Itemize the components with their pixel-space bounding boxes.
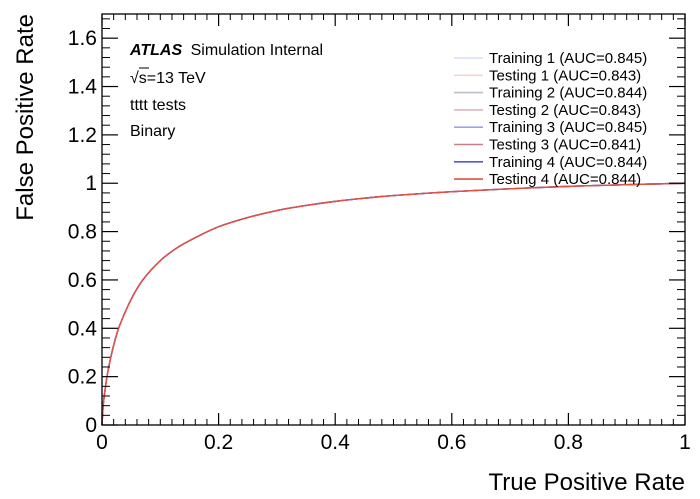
legend: Training 1 (AUC=0.845)Testing 1 (AUC=0.8… xyxy=(454,50,647,188)
y-tick-label: 0 xyxy=(85,414,97,437)
legend-entry: Testing 4 (AUC=0.844) xyxy=(489,171,641,188)
x-tick-label: 1 xyxy=(679,431,691,454)
y-tick-label: 1.6 xyxy=(68,27,97,50)
legend-entry: Training 1 (AUC=0.845) xyxy=(489,50,647,67)
energy-label-line: √s=13 TeV xyxy=(130,70,206,87)
legend-entry: Testing 2 (AUC=0.843) xyxy=(489,102,641,119)
atlas-experiment-label: ATLAS xyxy=(129,42,182,59)
energy-label: s=13 TeV xyxy=(139,70,206,87)
roc-curve-series-8 xyxy=(101,182,686,426)
y-tick-label: 0.4 xyxy=(68,317,98,340)
y-tick-label: 1.4 xyxy=(68,76,98,99)
legend-entry: Training 3 (AUC=0.845) xyxy=(489,119,647,136)
y-axis-ticks: 0 0.2 0.4 0.6 0.8 1 1.2 1.4 1.6 xyxy=(68,18,685,437)
roc-curves xyxy=(101,182,686,426)
y-tick-label: 0.8 xyxy=(68,221,97,244)
classification-label: Binary xyxy=(130,123,175,140)
atlas-label-line: ATLAS Simulation Internal xyxy=(129,42,323,59)
y-tick-label: 0.2 xyxy=(68,366,97,389)
y-tick-label: 0.6 xyxy=(68,269,97,292)
x-tick-label: 0.2 xyxy=(204,431,233,454)
atlas-annotation: ATLAS Simulation Internal √s=13 TeV tttt… xyxy=(129,42,323,140)
legend-entry: Testing 1 (AUC=0.843) xyxy=(489,67,641,84)
y-tick-label: 1.2 xyxy=(68,124,97,147)
y-axis-title: False Positive Rate xyxy=(12,14,39,221)
x-tick-label: 0.6 xyxy=(437,431,466,454)
x-axis-ticks: 0 0.2 0.4 0.6 0.8 1 xyxy=(96,14,691,454)
x-axis-title: True Positive Rate xyxy=(488,469,685,496)
x-tick-label: 0 xyxy=(96,431,108,454)
legend-entry: Testing 3 (AUC=0.841) xyxy=(489,137,641,154)
atlas-suffix-label: Simulation Internal xyxy=(191,42,324,59)
y-tick-label: 1 xyxy=(85,172,97,195)
legend-entry: Training 4 (AUC=0.844) xyxy=(489,154,647,171)
x-tick-label: 0.8 xyxy=(554,431,583,454)
sqrt-symbol: √ xyxy=(130,70,139,87)
sample-label: tttt tests xyxy=(130,97,186,114)
legend-entry: Training 2 (AUC=0.844) xyxy=(489,85,647,102)
x-tick-label: 0.4 xyxy=(321,431,351,454)
